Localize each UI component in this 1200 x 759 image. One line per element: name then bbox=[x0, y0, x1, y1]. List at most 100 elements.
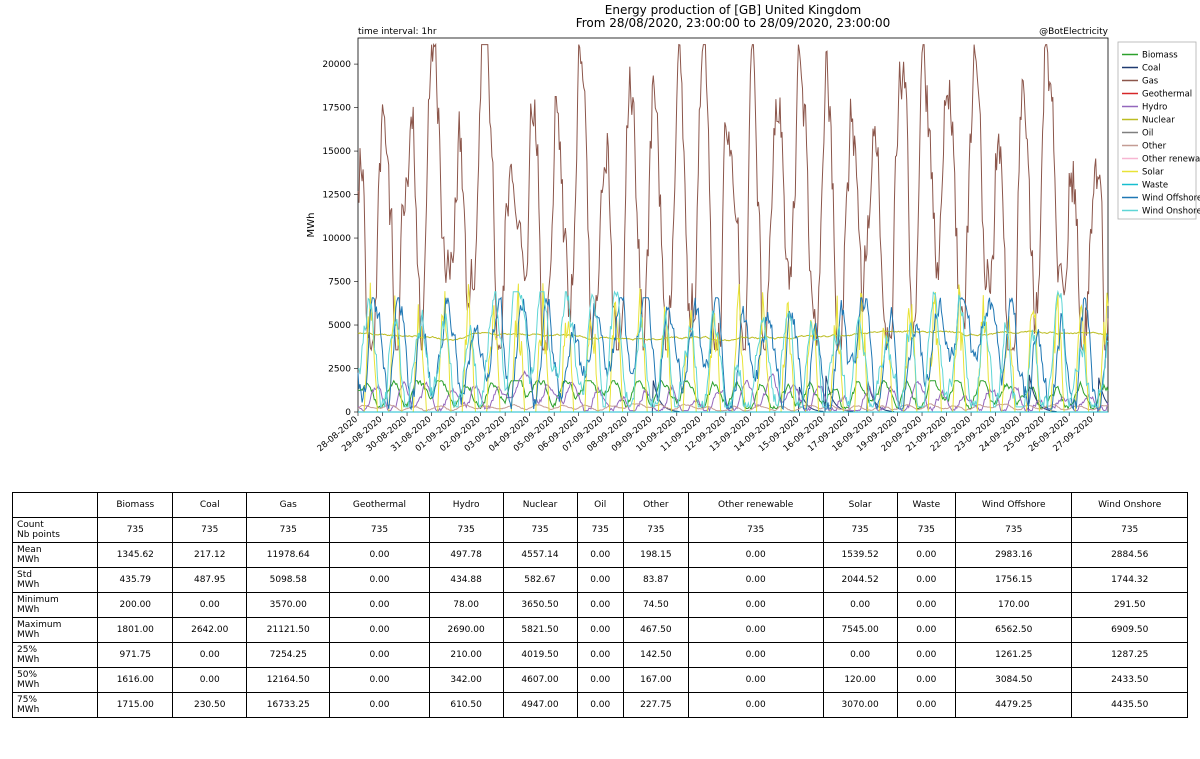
chart-title: Energy production of [GB] United Kingdom bbox=[605, 3, 861, 17]
cell: 735 bbox=[503, 518, 577, 543]
cell: 4947.00 bbox=[503, 693, 577, 718]
cell: 2433.50 bbox=[1072, 668, 1188, 693]
legend-label: Geothermal bbox=[1142, 90, 1192, 100]
cell: 971.75 bbox=[98, 643, 173, 668]
y-tick-label: 15000 bbox=[322, 147, 351, 157]
cell: 0.00 bbox=[173, 593, 247, 618]
cell: 3650.50 bbox=[503, 593, 577, 618]
cell: 0.00 bbox=[897, 543, 956, 568]
cell: 0.00 bbox=[577, 668, 623, 693]
cell: 4557.14 bbox=[503, 543, 577, 568]
stats-table: BiomassCoalGasGeothermalHydroNuclearOilO… bbox=[12, 492, 1188, 718]
cell: 1744.32 bbox=[1072, 568, 1188, 593]
col-header: Nuclear bbox=[503, 493, 577, 518]
cell: 0.00 bbox=[330, 543, 429, 568]
row-header: MeanMWh bbox=[13, 543, 98, 568]
cell: 0.00 bbox=[330, 618, 429, 643]
cell: 210.00 bbox=[429, 643, 503, 668]
cell: 16733.25 bbox=[247, 693, 330, 718]
cell: 5821.50 bbox=[503, 618, 577, 643]
time-interval-label: time interval: 1hr bbox=[358, 27, 437, 37]
cell: 1539.52 bbox=[823, 543, 897, 568]
cell: 0.00 bbox=[173, 668, 247, 693]
col-header: Oil bbox=[577, 493, 623, 518]
cell: 0.00 bbox=[688, 643, 823, 668]
cell: 735 bbox=[173, 518, 247, 543]
series-gas bbox=[358, 45, 1108, 350]
cell: 3570.00 bbox=[247, 593, 330, 618]
legend-label: Wind Onshore bbox=[1142, 207, 1200, 217]
cell: 11978.64 bbox=[247, 543, 330, 568]
y-tick-label: 17500 bbox=[322, 104, 351, 114]
cell: 2884.56 bbox=[1072, 543, 1188, 568]
cell: 291.50 bbox=[1072, 593, 1188, 618]
cell: 735 bbox=[688, 518, 823, 543]
col-header: Biomass bbox=[98, 493, 173, 518]
cell: 0.00 bbox=[577, 693, 623, 718]
cell: 610.50 bbox=[429, 693, 503, 718]
cell: 74.50 bbox=[623, 593, 688, 618]
cell: 735 bbox=[247, 518, 330, 543]
legend-label: Other renewable bbox=[1142, 155, 1200, 165]
legend-label: Other bbox=[1142, 142, 1167, 152]
cell: 0.00 bbox=[897, 693, 956, 718]
cell: 735 bbox=[623, 518, 688, 543]
cell: 142.50 bbox=[623, 643, 688, 668]
cell: 735 bbox=[577, 518, 623, 543]
cell: 1287.25 bbox=[1072, 643, 1188, 668]
cell: 1756.15 bbox=[956, 568, 1072, 593]
cell: 217.12 bbox=[173, 543, 247, 568]
cell: 735 bbox=[956, 518, 1072, 543]
cell: 0.00 bbox=[688, 593, 823, 618]
col-header: Wind Offshore bbox=[956, 493, 1072, 518]
cell: 1345.62 bbox=[98, 543, 173, 568]
cell: 0.00 bbox=[577, 643, 623, 668]
cell: 0.00 bbox=[688, 568, 823, 593]
cell: 0.00 bbox=[897, 618, 956, 643]
cell: 0.00 bbox=[897, 668, 956, 693]
cell: 120.00 bbox=[823, 668, 897, 693]
row-header: MaximumMWh bbox=[13, 618, 98, 643]
cell: 1261.25 bbox=[956, 643, 1072, 668]
row-header: 50%MWh bbox=[13, 668, 98, 693]
cell: 2983.16 bbox=[956, 543, 1072, 568]
cell: 4479.25 bbox=[956, 693, 1072, 718]
legend-label: Nuclear bbox=[1142, 116, 1175, 126]
cell: 0.00 bbox=[823, 593, 897, 618]
col-header: Solar bbox=[823, 493, 897, 518]
cell: 435.79 bbox=[98, 568, 173, 593]
cell: 735 bbox=[330, 518, 429, 543]
cell: 3084.50 bbox=[956, 668, 1072, 693]
col-header: Other renewable bbox=[688, 493, 823, 518]
y-tick-label: 20000 bbox=[322, 60, 351, 70]
cell: 3070.00 bbox=[823, 693, 897, 718]
plot-frame bbox=[358, 38, 1108, 412]
cell: 735 bbox=[897, 518, 956, 543]
cell: 0.00 bbox=[688, 668, 823, 693]
row-header: MinimumMWh bbox=[13, 593, 98, 618]
cell: 170.00 bbox=[956, 593, 1072, 618]
cell: 582.67 bbox=[503, 568, 577, 593]
cell: 4435.50 bbox=[1072, 693, 1188, 718]
cell: 0.00 bbox=[577, 618, 623, 643]
y-tick-label: 5000 bbox=[328, 321, 351, 331]
cell: 2044.52 bbox=[823, 568, 897, 593]
cell: 0.00 bbox=[688, 543, 823, 568]
col-header: Gas bbox=[247, 493, 330, 518]
col-header: Coal bbox=[173, 493, 247, 518]
legend-label: Hydro bbox=[1142, 103, 1167, 113]
cell: 1616.00 bbox=[98, 668, 173, 693]
col-header: Other bbox=[623, 493, 688, 518]
legend-label: Waste bbox=[1142, 181, 1168, 191]
legend-label: Wind Offshore bbox=[1142, 194, 1200, 204]
cell: 0.00 bbox=[173, 643, 247, 668]
col-header: Wind Onshore bbox=[1072, 493, 1188, 518]
cell: 167.00 bbox=[623, 668, 688, 693]
series-wind-offshore bbox=[358, 298, 1108, 409]
cell: 4607.00 bbox=[503, 668, 577, 693]
energy-chart: Energy production of [GB] United Kingdom… bbox=[0, 0, 1200, 492]
col-header: Hydro bbox=[429, 493, 503, 518]
cell: 1715.00 bbox=[98, 693, 173, 718]
cell: 0.00 bbox=[330, 693, 429, 718]
cell: 200.00 bbox=[98, 593, 173, 618]
